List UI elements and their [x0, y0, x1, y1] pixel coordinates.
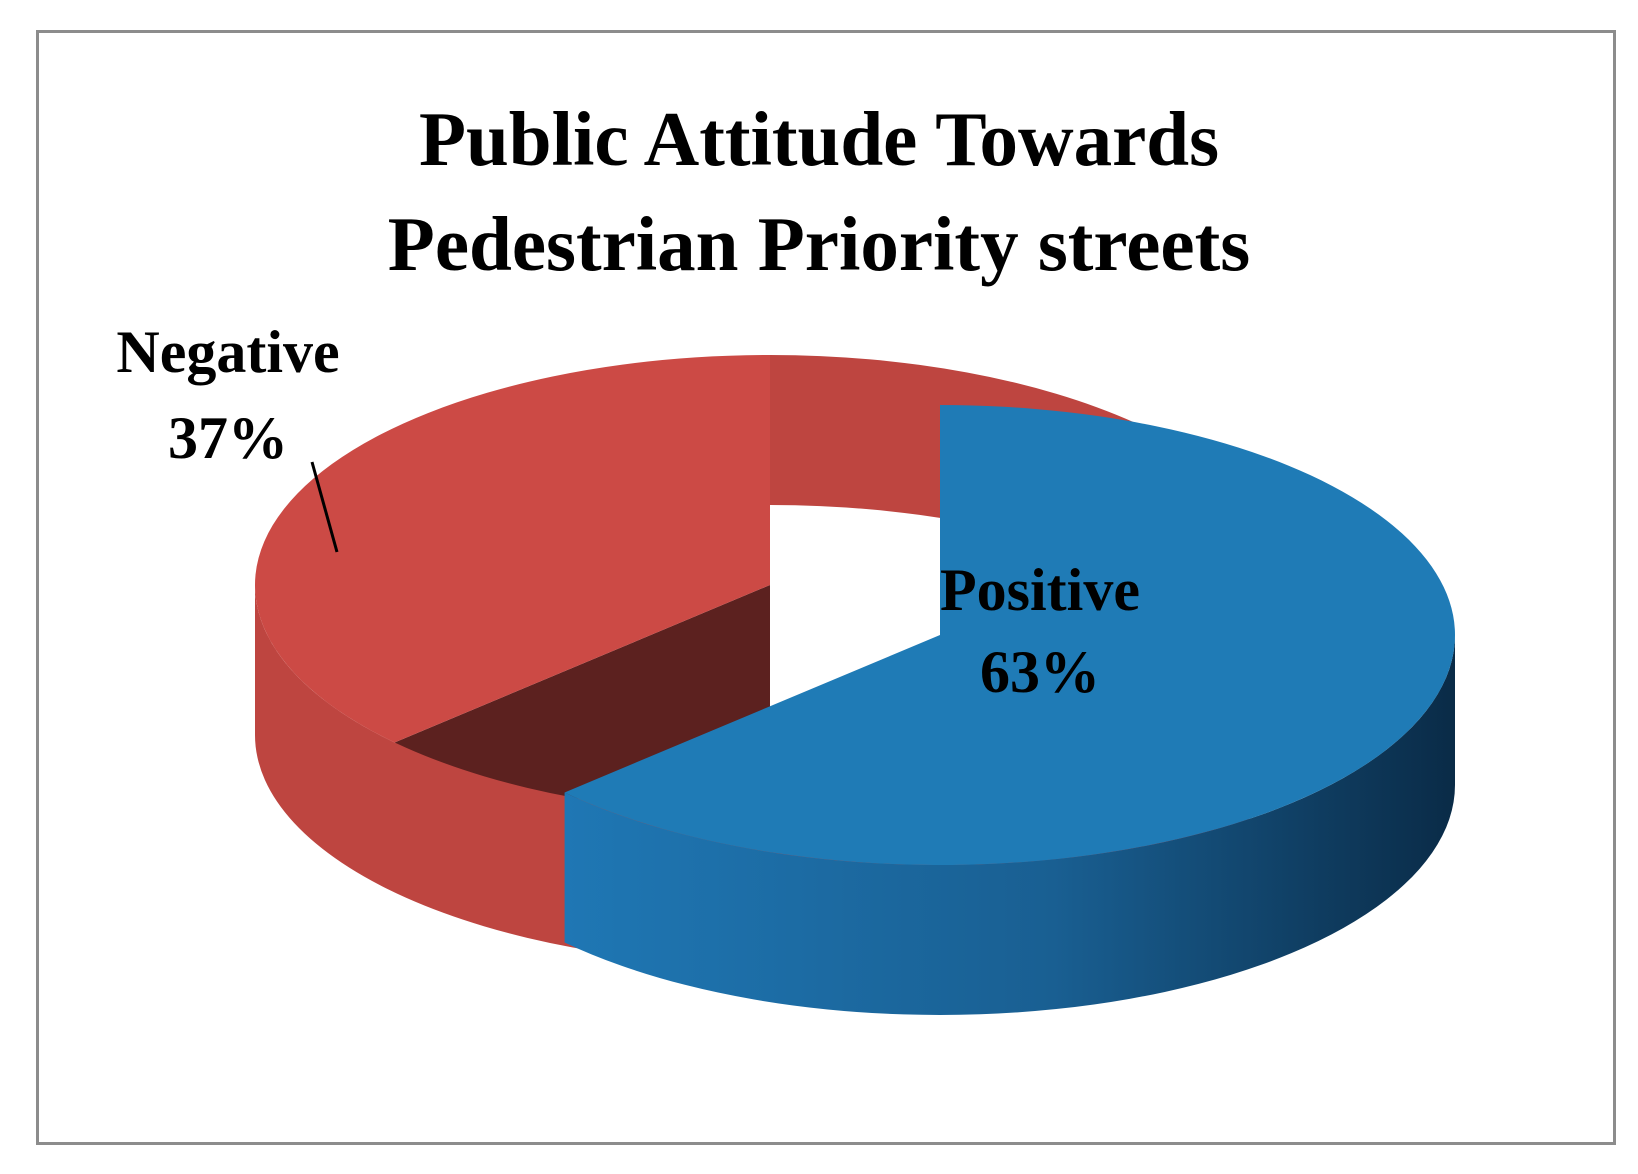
chart-title-line-2: Pedestrian Priority streets: [388, 201, 1250, 287]
pie-slice-positive-top: [564, 405, 1455, 865]
data-label-positive-value: 63%: [980, 639, 1100, 705]
data-label-positive-name: Positive: [940, 557, 1140, 623]
data-label-negative-value: 37%: [168, 405, 288, 471]
pie-slice-positive-side: [564, 635, 1455, 1015]
negative-leader-line: [310, 461, 339, 553]
pie-slices: [254, 354, 1455, 1015]
data-label-negative-name: Negative: [116, 319, 339, 385]
pie-slice-negative-top: [254, 354, 770, 743]
chart-title-line-1: Public Attitude Towards: [419, 96, 1219, 182]
